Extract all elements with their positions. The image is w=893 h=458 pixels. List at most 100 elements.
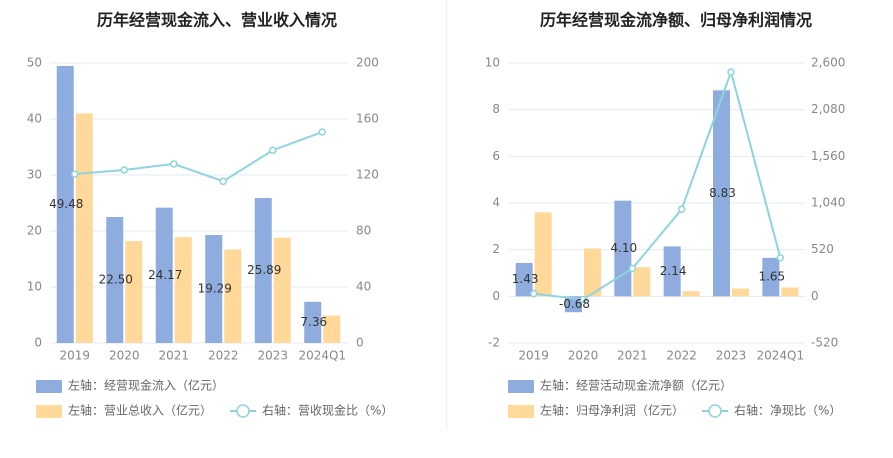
- right-axis-tick: 80: [356, 224, 371, 238]
- legend-label: 左轴：经营现金流入（亿元）: [68, 378, 224, 393]
- bar-primary: [56, 65, 74, 344]
- category-label: 2024Q1: [757, 349, 805, 363]
- data-label: 4.10: [610, 241, 637, 255]
- bar-primary: [713, 90, 730, 297]
- bar-secondary: [584, 248, 601, 297]
- category-label: 2022: [208, 349, 239, 363]
- chart-title: 历年经营现金流净额、归母净利润情况: [540, 11, 812, 30]
- category-label: 2020: [568, 349, 599, 363]
- line-point: [579, 295, 587, 304]
- data-label: 8.83: [709, 186, 736, 200]
- right-axis-tick: 200: [356, 56, 379, 70]
- left-axis-tick: 0: [492, 289, 500, 303]
- line-series: [74, 131, 323, 183]
- left-axis-tick: 2: [492, 242, 500, 256]
- left-axis-tick: 4: [492, 196, 500, 210]
- category-label: 2020: [109, 349, 140, 363]
- bar-secondary: [125, 241, 143, 343]
- left-axis-tick: 8: [492, 102, 500, 116]
- legend-label: 左轴：营业总收入（亿元）: [68, 403, 212, 418]
- right-axis-tick: 40: [356, 280, 371, 294]
- right-axis-tick: 520: [811, 242, 834, 256]
- left-axis-tick: -2: [488, 336, 500, 350]
- bar-primary: [205, 234, 223, 343]
- right-axis-tick: 0: [356, 336, 364, 350]
- right-axis-tick: 160: [356, 112, 379, 126]
- left-axis-tick: 50: [27, 56, 42, 70]
- bar-primary: [762, 257, 780, 297]
- bar-primary: [565, 296, 582, 313]
- data-label: 1.43: [512, 272, 539, 286]
- line-point: [71, 170, 79, 178]
- line-point: [120, 166, 128, 174]
- category-label: 2021: [158, 349, 189, 363]
- legend-label: 右轴：净现比（%）: [734, 403, 841, 418]
- left-axis-tick: 20: [27, 224, 42, 238]
- panel-divider: [446, 0, 447, 430]
- category-label: 2019: [59, 349, 90, 363]
- right-axis-tick: -520: [811, 336, 838, 350]
- legend-swatch: [508, 405, 534, 418]
- bar-secondary: [323, 315, 341, 343]
- line-point: [776, 253, 785, 262]
- line-series: [533, 68, 782, 301]
- right-axis-tick: 2,600: [811, 56, 845, 70]
- right-axis-tick: 1,040: [811, 196, 845, 210]
- data-label: 1.65: [758, 270, 785, 284]
- bar-secondary: [682, 291, 700, 297]
- legend-label: 右轴：营收现金比（%）: [262, 403, 393, 418]
- data-label: 25.89: [247, 263, 281, 277]
- legend-swatch: [708, 404, 722, 418]
- data-label: 2.14: [660, 264, 687, 278]
- category-label: 2024Q1: [298, 349, 346, 363]
- data-label: 19.29: [198, 281, 232, 295]
- legend-swatch: [236, 404, 250, 418]
- line-point: [529, 289, 538, 298]
- line-point: [677, 205, 686, 214]
- category-label: 2023: [716, 349, 747, 363]
- left-axis-tick: 30: [27, 168, 42, 182]
- bar-secondary: [224, 249, 242, 343]
- line-point: [269, 146, 277, 154]
- bar-primary: [254, 198, 272, 343]
- left-axis-tick: 10: [485, 56, 500, 70]
- bar-secondary: [534, 212, 552, 297]
- category-label: 2019: [518, 349, 549, 363]
- legend-swatch: [36, 405, 62, 418]
- bar-primary: [304, 301, 322, 343]
- legend-label: 左轴：经营活动现金流净额（亿元）: [540, 378, 732, 393]
- line-point: [170, 160, 178, 168]
- bar-secondary: [633, 267, 651, 297]
- right-axis-tick: 2,080: [811, 102, 845, 116]
- bar-secondary: [781, 287, 799, 297]
- bar-secondary: [273, 237, 291, 343]
- category-label: 2022: [666, 349, 697, 363]
- left-axis-tick: 0: [34, 336, 42, 350]
- data-label: 22.50: [99, 273, 133, 287]
- bar-primary: [515, 262, 533, 297]
- bar-secondary: [732, 288, 749, 297]
- bar-primary: [155, 207, 173, 343]
- legend-label: 左轴：归母净利润（亿元）: [540, 403, 684, 418]
- line-point: [628, 264, 637, 273]
- legend-swatch: [36, 380, 62, 393]
- chart-title: 历年经营现金流入、营业收入情况: [97, 11, 337, 30]
- data-label: -0.68: [559, 297, 590, 311]
- bar-secondary: [75, 113, 93, 344]
- bar-primary: [663, 246, 681, 297]
- category-label: 2021: [617, 349, 648, 363]
- right-axis-tick: 120: [356, 168, 379, 182]
- right-axis-tick: 0: [811, 289, 819, 303]
- line-point: [219, 177, 227, 186]
- data-label: 49.48: [49, 197, 83, 211]
- right-axis-tick: 1,560: [811, 149, 845, 163]
- left-axis-tick: 6: [492, 149, 500, 163]
- line-point: [318, 128, 326, 136]
- bar-secondary: [174, 237, 192, 343]
- legend-swatch: [508, 380, 534, 393]
- data-label: 24.17: [148, 268, 182, 282]
- bar-primary: [106, 217, 124, 343]
- category-label: 2023: [257, 349, 288, 363]
- left-axis-tick: 40: [27, 112, 42, 126]
